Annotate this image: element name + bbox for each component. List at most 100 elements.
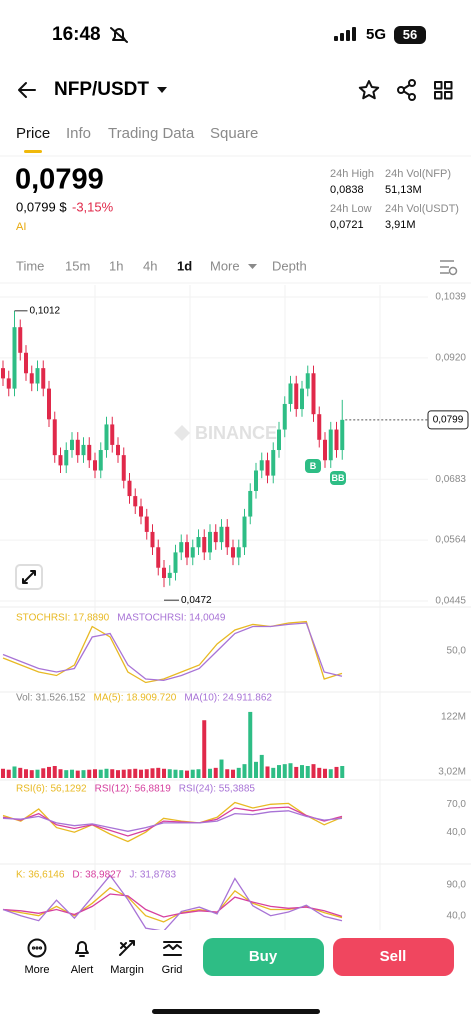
interval[interactable]: 15m [65,258,90,273]
volume-bar [150,768,155,778]
y-tick-label: 3,02M [438,767,466,778]
stat-value: 0,0838 [330,184,364,196]
volume-bar [162,768,166,778]
sell-label[interactable]: Sell [380,948,407,965]
candle-body [196,537,201,548]
volume-bar [231,769,235,778]
price-change: -3,15% [72,199,114,214]
ai-badge[interactable]: AI [16,221,26,233]
candle-body [185,542,189,558]
y-tick-label: 122M [441,712,466,723]
volume-bar [265,766,270,778]
volume-bar [156,767,161,778]
nav-label[interactable]: More [24,964,49,976]
candle-body [18,327,23,353]
volume-bar [208,768,212,778]
interval[interactable]: 1h [109,258,123,273]
pair-dropdown[interactable] [157,87,167,93]
battery [394,26,426,44]
volume-bar [288,763,293,778]
interval[interactable]: More [210,258,240,273]
indicator-settings[interactable] [440,260,458,276]
stat-label: 24h Vol(NFP) [385,168,451,180]
nav-label[interactable]: Grid [162,964,183,976]
y-tick-label: 0,0564 [435,535,466,546]
volume-bar [311,764,316,778]
annotation-label: 0,0472 [181,595,212,606]
alert-icon[interactable] [75,941,89,957]
interval[interactable]: 1d [177,258,192,273]
candle-body [104,424,109,451]
candle-body [52,419,57,456]
legend-entry: STOCHRSI: 17,8890 [16,613,110,624]
volume-bar [323,768,327,778]
y-tick-label: 40,0 [447,910,467,921]
candle-body [87,444,92,461]
candle-body [12,327,17,389]
volume-bar [219,759,224,778]
margin-icon[interactable] [119,940,135,956]
volume-bar [12,766,17,778]
candle-body [288,383,293,404]
tab[interactable]: Square [210,125,258,142]
volume-bar [18,767,23,778]
interval[interactable]: Depth [272,258,307,273]
nav-label[interactable]: Margin [110,964,144,976]
volume-bar [202,720,207,778]
candle-body [248,490,253,517]
y-tick-label: 70,0 [447,799,467,810]
candle-body [133,496,138,507]
indicator-line [2,806,343,837]
interval[interactable]: Time [16,258,44,273]
legend-entry: MA(10): 24.911.862 [184,693,272,704]
pair-title[interactable]: NFP/USDT [54,79,149,100]
legend-entry: K: 36,6146 [16,870,65,881]
layout-icon[interactable] [434,81,453,100]
tab[interactable]: Price [16,125,50,142]
volume-bar [334,766,339,778]
indicator-line [2,622,343,682]
volume-bar [133,768,138,778]
legend-entry: J: 31,8783 [129,870,176,881]
more-dropdown[interactable] [248,264,257,269]
indicator-line [2,887,343,923]
interval[interactable]: 4h [143,258,157,273]
y-tick-label: 0,0920 [435,353,466,364]
stat-value: 51,13M [385,184,422,196]
y-tick-label: 0,0683 [435,474,466,485]
candle-body [127,480,132,497]
nav-label[interactable]: Alert [71,964,94,976]
candle-body [317,414,322,440]
y-tick-label: 0,1039 [435,292,466,303]
sell-button[interactable] [333,938,454,976]
candle-body [300,388,304,410]
buy-button[interactable] [203,938,324,976]
volume-bar [196,769,201,778]
candle-body [173,552,178,573]
volume-bar [225,769,230,778]
candle-body [75,439,80,456]
legend-entry: MASTOCHRSI: 14,0049 [117,613,226,624]
grid-icon[interactable] [163,941,182,956]
tab-underline [24,150,42,153]
expand-button[interactable] [15,564,43,590]
buy-label[interactable]: Buy [249,948,278,965]
y-tick-label: 40,0 [447,827,467,838]
tab[interactable]: Trading Data [108,125,195,142]
candle-body [29,373,34,384]
y-tick-label: 50,0 [447,646,467,657]
volume-bar [179,770,184,778]
back-button[interactable] [18,82,36,98]
favorite-icon[interactable] [358,80,380,100]
volume-bar [300,765,304,778]
more-icon[interactable] [27,938,47,958]
volume-bar [282,764,287,778]
stat-value: 3,91M [385,219,416,231]
volume-bar [87,769,92,778]
share-icon[interactable] [397,79,416,101]
trade-marker-label: BB [332,473,345,483]
tab[interactable]: Info [66,125,91,142]
last-price-box [427,410,469,430]
trade-marker-label: B [310,461,317,471]
candle-body [265,460,270,476]
